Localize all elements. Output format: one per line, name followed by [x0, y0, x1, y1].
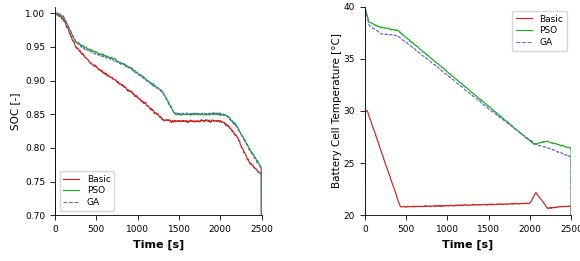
PSO	[52, 236, 59, 239]
Legend: Basic, PSO, GA: Basic, PSO, GA	[60, 171, 114, 211]
Basic	[539, 200, 546, 203]
PSO	[518, 132, 525, 135]
GA	[487, 108, 494, 111]
PSO	[53, 12, 60, 15]
Basic	[230, 130, 237, 133]
GA	[493, 114, 500, 117]
GA	[64, 24, 71, 27]
GA	[172, 111, 179, 114]
PSO	[208, 112, 215, 115]
PSO	[487, 106, 494, 109]
Line: PSO: PSO	[365, 8, 571, 240]
Y-axis label: Battery Cell Temperature [°C]: Battery Cell Temperature [°C]	[332, 33, 342, 188]
GA	[208, 113, 215, 116]
PSO	[493, 111, 500, 114]
Basic	[487, 203, 494, 206]
Basic	[52, 236, 59, 239]
PSO	[361, 6, 368, 9]
GA	[374, 30, 381, 33]
PSO	[183, 113, 190, 116]
Basic	[172, 119, 179, 122]
GA	[230, 122, 237, 125]
PSO	[177, 113, 184, 116]
Legend: Basic, PSO, GA: Basic, PSO, GA	[512, 11, 567, 51]
X-axis label: Time [s]: Time [s]	[133, 240, 184, 250]
Basic	[208, 119, 215, 122]
GA	[52, 235, 59, 239]
PSO	[374, 24, 381, 27]
GA	[518, 133, 525, 136]
Line: GA: GA	[55, 12, 262, 261]
Line: Basic: Basic	[365, 110, 571, 261]
Basic	[481, 203, 488, 206]
PSO	[172, 112, 179, 116]
Basic	[64, 27, 71, 30]
PSO	[230, 120, 237, 123]
Basic	[361, 214, 368, 217]
Basic	[177, 120, 184, 123]
PSO	[481, 102, 488, 105]
GA	[361, 145, 368, 148]
GA	[568, 244, 575, 247]
Line: PSO: PSO	[55, 14, 262, 261]
PSO	[64, 24, 71, 27]
Basic	[518, 202, 525, 205]
Basic	[183, 120, 190, 123]
GA	[481, 104, 488, 107]
GA	[177, 112, 184, 115]
Basic	[374, 139, 381, 143]
PSO	[568, 239, 575, 242]
GA	[183, 111, 190, 115]
Line: Basic: Basic	[55, 13, 262, 261]
PSO	[539, 140, 546, 143]
Basic	[493, 203, 500, 206]
PSO	[361, 145, 368, 148]
GA	[539, 145, 546, 148]
GA	[361, 6, 368, 9]
Basic	[52, 11, 59, 15]
X-axis label: Time [s]: Time [s]	[443, 240, 494, 250]
Basic	[364, 109, 371, 112]
Line: GA: GA	[365, 8, 571, 246]
Y-axis label: SOC [-]: SOC [-]	[10, 92, 20, 130]
GA	[53, 11, 60, 14]
